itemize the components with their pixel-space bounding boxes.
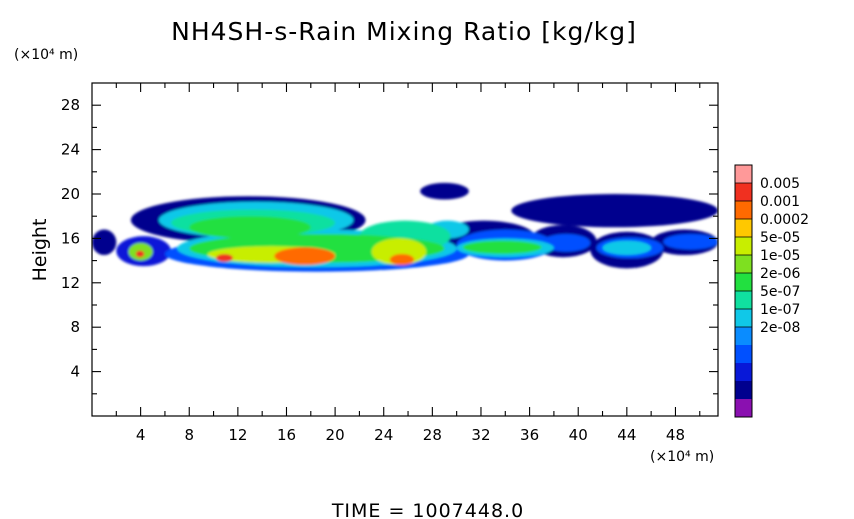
x-tick-label: 48: [666, 426, 685, 444]
heatmap-field: [92, 182, 718, 272]
colorbar-label: 0.005: [760, 176, 800, 192]
colorbar-swatch: [735, 219, 752, 238]
x-tick-label: 36: [520, 426, 539, 444]
colorbar-label: 2e-08: [760, 320, 800, 336]
colorbar-label: 0.001: [760, 194, 800, 210]
y-tick-label: 24: [61, 141, 80, 159]
heatmap-region: [541, 233, 591, 252]
heatmap-region: [663, 233, 718, 250]
plot-frame: [91, 82, 719, 417]
x-tick-label: 4: [136, 426, 146, 444]
colorbar-label: 1e-05: [760, 248, 800, 264]
colorbar-label: 2e-06: [760, 266, 800, 282]
heatmap-region: [189, 216, 311, 239]
heatmap-region: [462, 240, 542, 254]
y-tick-label: 8: [70, 318, 80, 336]
y-axis-label: Height: [29, 219, 51, 282]
y-axis-unit: (×10⁴ m): [14, 47, 78, 63]
colorbar-swatch: [735, 165, 752, 184]
x-tick-label: 40: [569, 426, 588, 444]
x-tick-label: 16: [277, 426, 296, 444]
heatmap-region: [511, 194, 718, 228]
y-tick-label: 4: [70, 363, 80, 381]
x-tick-label: 20: [326, 426, 345, 444]
colorbar-label: 1e-07: [760, 302, 800, 318]
x-tick-label: 44: [617, 426, 636, 444]
heatmap-region: [420, 182, 469, 200]
heatmap-region: [296, 250, 317, 263]
x-tick-label: 8: [184, 426, 194, 444]
colorbar-swatch: [735, 363, 752, 382]
time-readout: TIME = 1007448.0: [331, 500, 524, 519]
y-tick-label: 16: [61, 229, 80, 247]
colorbar-swatch: [735, 183, 752, 202]
colorbar-swatch: [735, 309, 752, 328]
colorbar-swatch: [735, 273, 752, 292]
colorbar-swatch: [735, 327, 752, 346]
x-tick-label: 12: [228, 426, 247, 444]
y-tick-label: 20: [61, 185, 80, 203]
colorbar-label: 5e-07: [760, 284, 800, 300]
colorbar: 0.005 0.001 0.0002 5e-05 1e-05 2e-06 5e-07 1e-0…: [734, 164, 809, 418]
x-tick-label: 28: [423, 426, 442, 444]
x-axis-unit: (×10⁴ m): [650, 449, 714, 465]
x-tick-label: 24: [374, 426, 393, 444]
y-tick-label: 12: [61, 274, 80, 292]
heatmap-region: [135, 250, 145, 258]
colorbar-swatch: [735, 399, 752, 418]
colorbar-swatch: [735, 237, 752, 256]
heatmap-region: [215, 253, 234, 262]
chart-title: NH4SH-s-Rain Mixing Ratio [kg/kg]: [171, 17, 637, 46]
colorbar-label: 0.0002: [760, 212, 809, 228]
heatmap-region: [602, 240, 652, 256]
y-tick-label: 28: [61, 96, 80, 114]
colorbar-swatch: [735, 201, 752, 220]
colorbar-swatch: [735, 291, 752, 310]
x-tick-label: 32: [471, 426, 490, 444]
heatmap-region: [389, 253, 415, 266]
colorbar-swatch: [735, 255, 752, 274]
colorbar-swatch: [735, 345, 752, 364]
colorbar-label: 5e-05: [760, 230, 800, 246]
heatmap-region: [92, 229, 117, 256]
colorbar-swatch: [735, 381, 752, 400]
